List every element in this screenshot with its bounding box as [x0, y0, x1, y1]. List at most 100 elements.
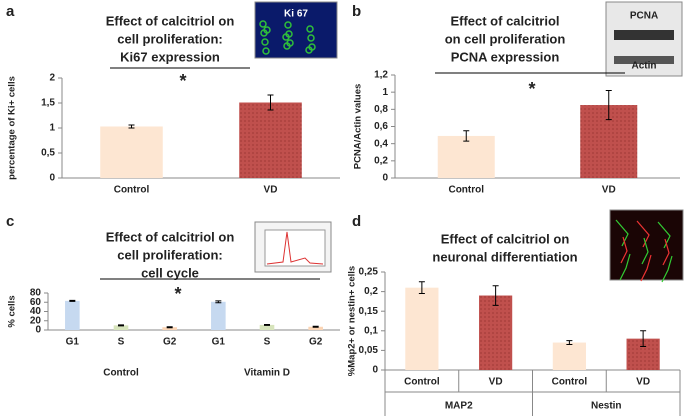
inset-cell [308, 43, 316, 51]
bar [308, 326, 323, 330]
inset-cell [306, 25, 314, 33]
panel-letter: b [352, 3, 361, 20]
y-tick-label: 0,8 [374, 104, 388, 115]
y-tick-label: 0,1 [364, 325, 378, 336]
inset-neuron [641, 237, 649, 265]
bar [259, 324, 275, 330]
error-bar [640, 330, 647, 347]
y-tick-label: 0 [372, 365, 378, 376]
chart-title: cell cycle [141, 265, 199, 280]
y-tick-label: 0,5 [41, 148, 55, 159]
x-tick-label: S [118, 337, 125, 348]
x-tick-label: Control [404, 377, 440, 388]
inset-cell [307, 34, 315, 42]
inset-neuron [619, 253, 631, 281]
x-tick-label: VD [602, 185, 616, 196]
x-tick-label: VD [489, 377, 503, 388]
significance-star: * [174, 284, 181, 304]
bar [65, 300, 80, 330]
chart-title: Ki67 expression [120, 49, 220, 64]
error-bar [418, 281, 425, 295]
y-tick-label: 40 [30, 306, 42, 317]
y-tick-label: 0 [382, 173, 388, 184]
y-tick-label: 0,2 [374, 155, 388, 166]
x-tick-label: VD [636, 377, 650, 388]
x-tick-label: Control [448, 185, 484, 196]
inset-neuron [620, 236, 628, 264]
y-tick-label: 60 [30, 297, 42, 308]
panel-letter: a [6, 3, 15, 20]
x-tick-label: G1 [66, 337, 80, 348]
error-bar [264, 323, 270, 326]
error-bar [492, 285, 499, 306]
chart-title: cell proliferation: [117, 31, 222, 46]
inset-cell [261, 38, 269, 46]
inset-neuron [662, 238, 670, 266]
error-bar [118, 324, 124, 327]
bar [405, 287, 439, 370]
group-label: Nestin [591, 401, 622, 412]
inset-label: PCNA [630, 11, 658, 22]
error-bar [312, 325, 319, 328]
y-tick-label: 1 [382, 87, 388, 98]
inset-label: Ki 67 [284, 9, 308, 20]
error-bar [605, 89, 612, 121]
y-tick-label: 0,25 [359, 267, 379, 278]
significance-star: * [528, 79, 535, 99]
chart-title: neuronal differentiation [432, 249, 577, 264]
chart-title: Effect of calcitriol [450, 13, 559, 28]
y-tick-label: 0 [35, 325, 41, 336]
bar [100, 126, 163, 178]
bar [552, 342, 586, 370]
y-axis-label: PCNA/Actin values [353, 84, 364, 170]
inset-trace [266, 231, 324, 265]
y-tick-label: 0,2 [364, 286, 378, 297]
y-tick-label: 20 [30, 315, 42, 326]
inset-cell [263, 26, 271, 34]
bar [479, 295, 513, 370]
chart-title: Effect of calcitriol on [106, 13, 235, 28]
inset-neuron [640, 254, 652, 282]
bar [437, 135, 495, 178]
x-tick-label: S [264, 337, 271, 348]
group-label: MAP2 [445, 401, 473, 412]
x-tick-label: G1 [212, 337, 226, 348]
x-tick-label: G2 [309, 337, 323, 348]
inset-cell [285, 30, 293, 38]
inset-cell [259, 20, 267, 28]
inset-cell [284, 21, 292, 29]
error-bar [128, 124, 135, 129]
error-bar [215, 300, 222, 304]
y-tick-label: 1,5 [41, 98, 55, 109]
inset-frame [264, 229, 326, 267]
group-label: Vitamin D [244, 368, 290, 379]
y-tick-label: 2 [49, 73, 55, 84]
inset-cell [262, 47, 270, 55]
y-tick-label: 0,05 [359, 345, 379, 356]
y-tick-label: 0 [49, 173, 55, 184]
y-tick-label: 1 [49, 123, 55, 134]
y-axis-label: % cells [7, 295, 18, 327]
bar [211, 301, 226, 330]
bar [239, 102, 302, 178]
chart-title: PCNA expression [451, 49, 560, 64]
y-tick-label: 80 [30, 288, 42, 299]
significance-star: * [179, 71, 186, 91]
error-bar [267, 94, 274, 111]
error-bar [166, 326, 173, 329]
error-bar [463, 130, 470, 142]
y-tick-label: 0,6 [374, 121, 388, 132]
bar [113, 325, 129, 330]
inset-band [614, 56, 674, 64]
panel-letter: c [6, 213, 14, 230]
y-tick-label: 1,2 [374, 70, 388, 81]
inset-band [614, 30, 674, 40]
x-tick-label: G2 [163, 337, 177, 348]
group-label: Control [103, 368, 139, 379]
chart-title: Effect of calcitriol on [106, 229, 235, 244]
bar [162, 327, 177, 330]
x-tick-label: Control [114, 185, 150, 196]
chart-title: Effect of calcitriol on [441, 231, 570, 246]
inset-cell [286, 39, 294, 47]
